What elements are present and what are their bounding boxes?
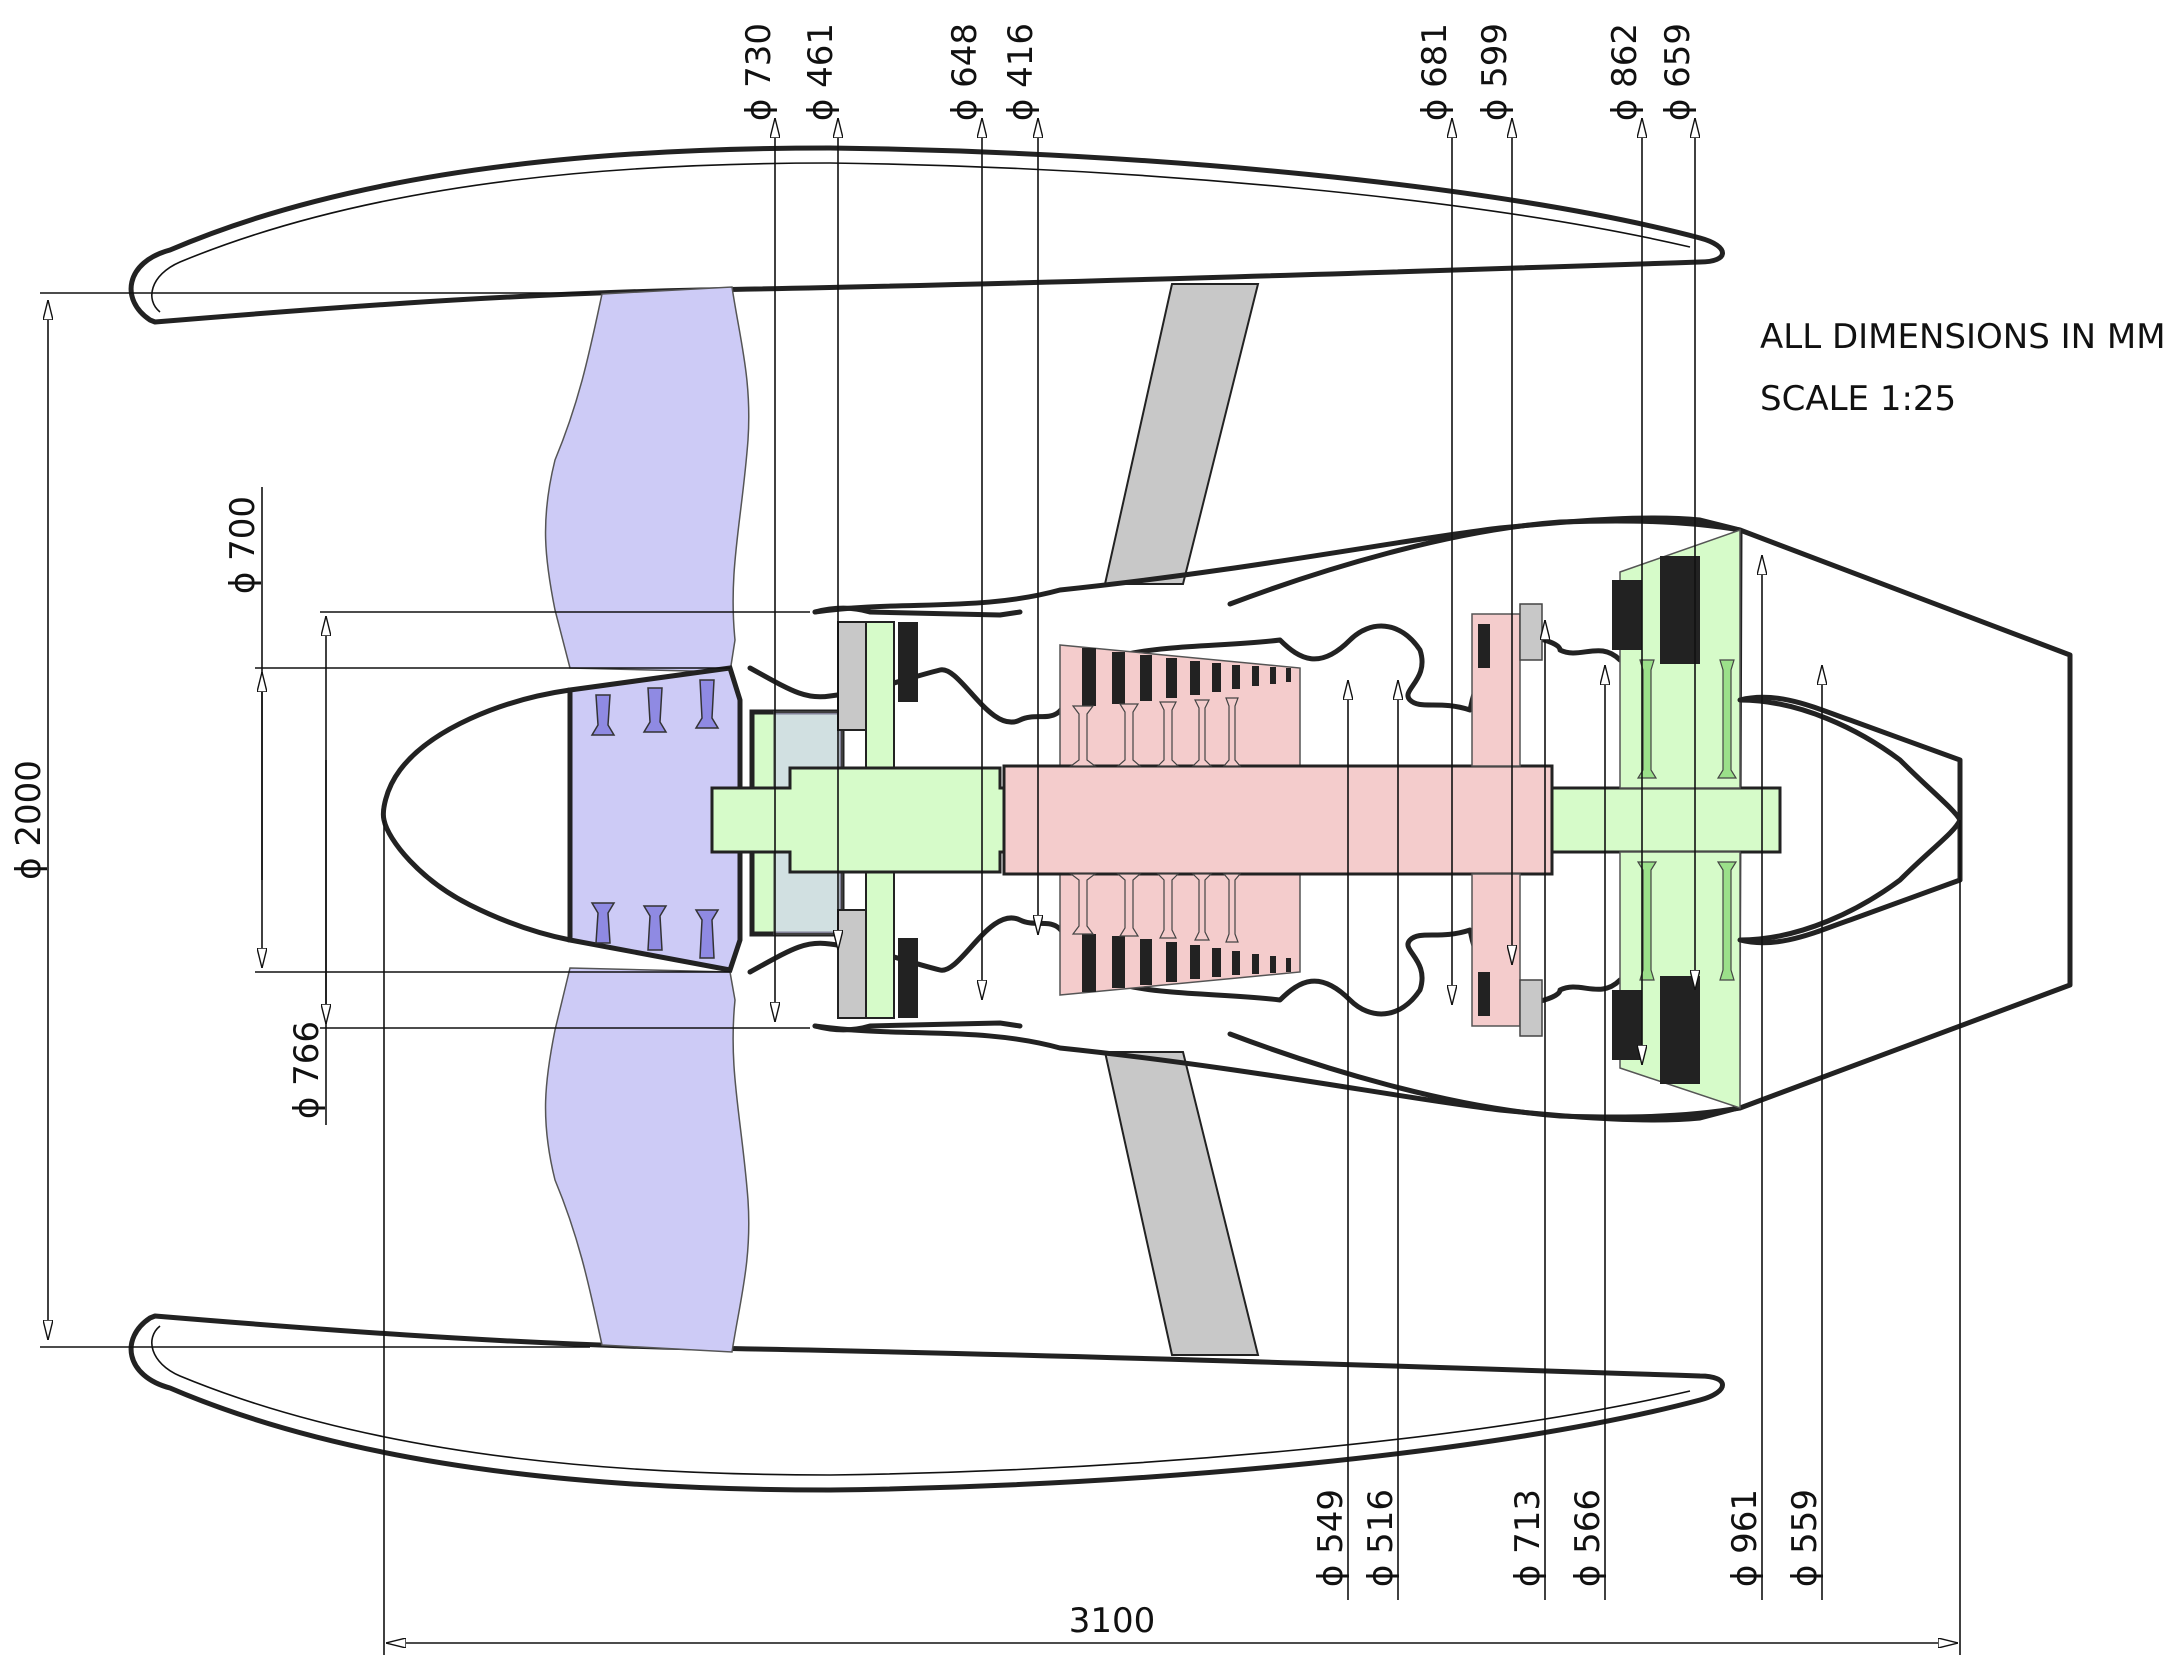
dim-bottom-2: ϕ 516 xyxy=(1361,1489,1401,1587)
spinner xyxy=(380,687,573,943)
booster-black-u xyxy=(898,622,918,702)
turbine-stator-u xyxy=(1519,603,1543,661)
booster-stator-u1 xyxy=(837,621,867,731)
dim-top-7: ϕ 862 xyxy=(1605,23,1645,121)
bypass-outer-duct xyxy=(1227,518,2073,1120)
dim-top-4: ϕ 416 xyxy=(1001,23,1041,121)
core-flowpath-lower xyxy=(747,877,1963,1017)
dimension-lines xyxy=(40,118,1961,1655)
splitter-lower xyxy=(812,1020,1023,1033)
hp-compressor-blades xyxy=(1082,648,1291,992)
splitter-upper xyxy=(812,605,1023,618)
dim-overall-diameter: ϕ 2000 xyxy=(9,760,49,880)
upper-strut xyxy=(1103,283,1260,585)
dim-phi-700: ϕ 700 xyxy=(223,496,263,594)
turbine-stator-l xyxy=(1519,979,1543,1037)
hp-spool xyxy=(1002,764,1554,876)
nacelle-lower-outer xyxy=(128,1313,1725,1493)
lp-turbine-black-u1 xyxy=(1612,580,1642,650)
booster-black-l xyxy=(898,938,918,1018)
hp-turbine-black-u xyxy=(1478,624,1490,668)
dim-top-8: ϕ 659 xyxy=(1658,23,1698,121)
nacelle-lower-inner xyxy=(151,1325,1691,1476)
dim-top-3: ϕ 648 xyxy=(945,23,985,121)
lp-turbine-black-u2 xyxy=(1660,556,1700,664)
dim-top-6: ϕ 599 xyxy=(1475,23,1515,121)
note-scale: SCALE 1:25 xyxy=(1760,379,1956,419)
nacelle-upper-outer xyxy=(128,145,1725,325)
hp-compressor-discs xyxy=(1069,697,1242,943)
dim-bottom-4: ϕ 566 xyxy=(1568,1489,1608,1587)
lp-turbine-black-l1 xyxy=(1612,990,1642,1060)
dim-bottom-6: ϕ 559 xyxy=(1785,1489,1825,1587)
dim-top-2: ϕ 461 xyxy=(801,23,841,121)
dim-phi-766: ϕ 766 xyxy=(287,1021,327,1119)
dim-bottom-1: ϕ 549 xyxy=(1311,1489,1351,1587)
note-units: ALL DIMENSIONS IN MM xyxy=(1760,317,2166,357)
lower-strut xyxy=(1103,1051,1260,1356)
hp-turbine-black-l xyxy=(1478,972,1490,1016)
fan-blade-upper xyxy=(544,286,750,673)
lp-turbine-black-l2 xyxy=(1660,976,1700,1084)
dim-top-1: ϕ 730 xyxy=(739,23,779,121)
booster-stator-l1 xyxy=(837,909,867,1019)
dim-bottom-3: ϕ 713 xyxy=(1508,1489,1548,1587)
fan-blade-roots xyxy=(590,679,720,959)
dim-overall-length: 3100 xyxy=(1069,1601,1156,1641)
fan-blade-lower xyxy=(544,967,750,1353)
dim-bottom-5: ϕ 961 xyxy=(1725,1489,1765,1587)
dim-top-5: ϕ 681 xyxy=(1415,23,1455,121)
booster-rotor-u xyxy=(865,621,895,795)
